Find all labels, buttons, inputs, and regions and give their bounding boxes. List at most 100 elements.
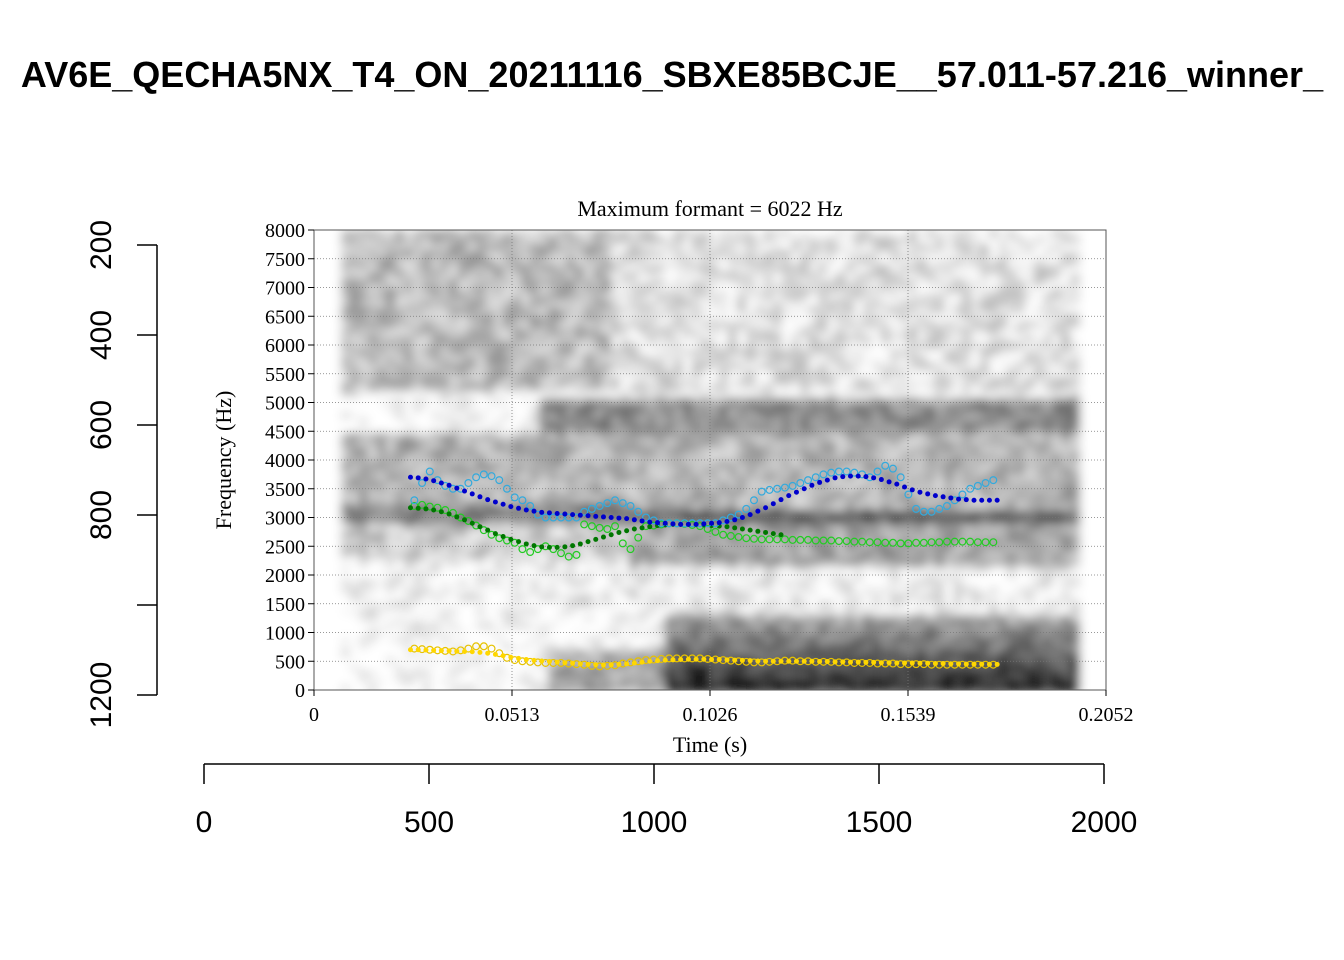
data-point [523,657,529,663]
data-point [811,536,820,545]
outer-left-tick-label: 600 [85,400,118,450]
data-point [757,535,766,544]
data-point [508,536,514,542]
data-point [423,476,429,482]
data-point [732,525,738,531]
data-point [546,510,552,516]
data-point [611,496,620,505]
data-point [631,660,637,666]
data-point [801,486,807,492]
data-point [942,502,951,511]
data-point [655,658,661,664]
data-point [693,656,699,662]
y-tick-label: 4500 [265,421,305,443]
data-point [948,661,954,667]
x-tick-label: 0.0513 [485,704,540,726]
data-point [618,499,627,508]
data-point [956,661,962,667]
data-point [603,524,612,533]
data-point [487,472,496,481]
data-point [788,535,797,544]
data-point [477,649,483,655]
data-point [709,657,715,663]
data-point [616,529,622,535]
data-point [763,505,769,511]
data-point [485,650,491,656]
y-axis: 0 500 1000 1500 2000 2500 3000 3500 4000 4500 5000… [265,220,314,702]
data-point [701,656,707,662]
data-point [516,655,522,661]
data-point [971,661,977,667]
outer-bottom-tick-label: 1500 [846,806,913,839]
data-point [793,489,799,495]
data-point [742,534,751,543]
data-point [788,481,797,490]
data-point [577,541,583,547]
data-point [580,520,589,529]
data-point [407,647,413,653]
data-point [755,528,761,534]
data-point [966,484,975,493]
data-point [701,521,707,527]
data-point [678,521,684,527]
data-point [562,660,568,666]
data-point [912,504,921,513]
data-point [902,660,908,666]
data-point [531,657,537,663]
outer-bottom-tick-label: 500 [404,806,454,839]
data-point [587,522,596,531]
data-point [709,520,715,526]
data-point [778,532,784,538]
data-point [732,657,738,663]
data-point [600,514,606,520]
data-point [562,511,568,517]
data-point [685,521,691,527]
data-point [894,660,900,666]
data-point [942,537,951,546]
data-point [749,534,758,543]
data-point [909,660,915,666]
data-point [469,491,475,497]
data-point [593,513,599,519]
data-point [917,489,923,495]
data-point [827,536,836,545]
data-point [500,501,506,507]
data-point [871,659,877,665]
data-point [834,537,843,546]
y-tick-label: 5000 [265,393,305,415]
data-point [492,651,498,657]
data-point [523,541,529,547]
data-point [786,658,792,664]
data-point [492,531,498,537]
data-point [827,468,836,477]
y-tick-label: 3500 [265,479,305,501]
data-point [703,524,712,533]
data-point [842,537,851,546]
data-point [763,529,769,535]
data-point [966,537,975,546]
data-point [817,659,823,665]
data-point [418,500,427,509]
data-point [902,484,908,490]
data-point [796,479,805,488]
data-point [739,526,745,532]
data-point [431,507,437,513]
data-point [716,657,722,663]
data-point [577,512,583,518]
outer-left-tick-label: 800 [85,490,118,540]
data-point [904,539,913,548]
data-point [842,467,851,476]
data-point [817,479,823,485]
data-point [819,536,828,545]
data-point [716,520,722,526]
data-point [989,538,998,547]
data-point [850,468,859,477]
data-point [940,661,946,667]
data-point [415,505,421,511]
data-point [479,470,488,479]
data-point [847,659,853,665]
data-point [508,504,514,510]
data-point [570,660,576,666]
data-point [747,512,753,518]
